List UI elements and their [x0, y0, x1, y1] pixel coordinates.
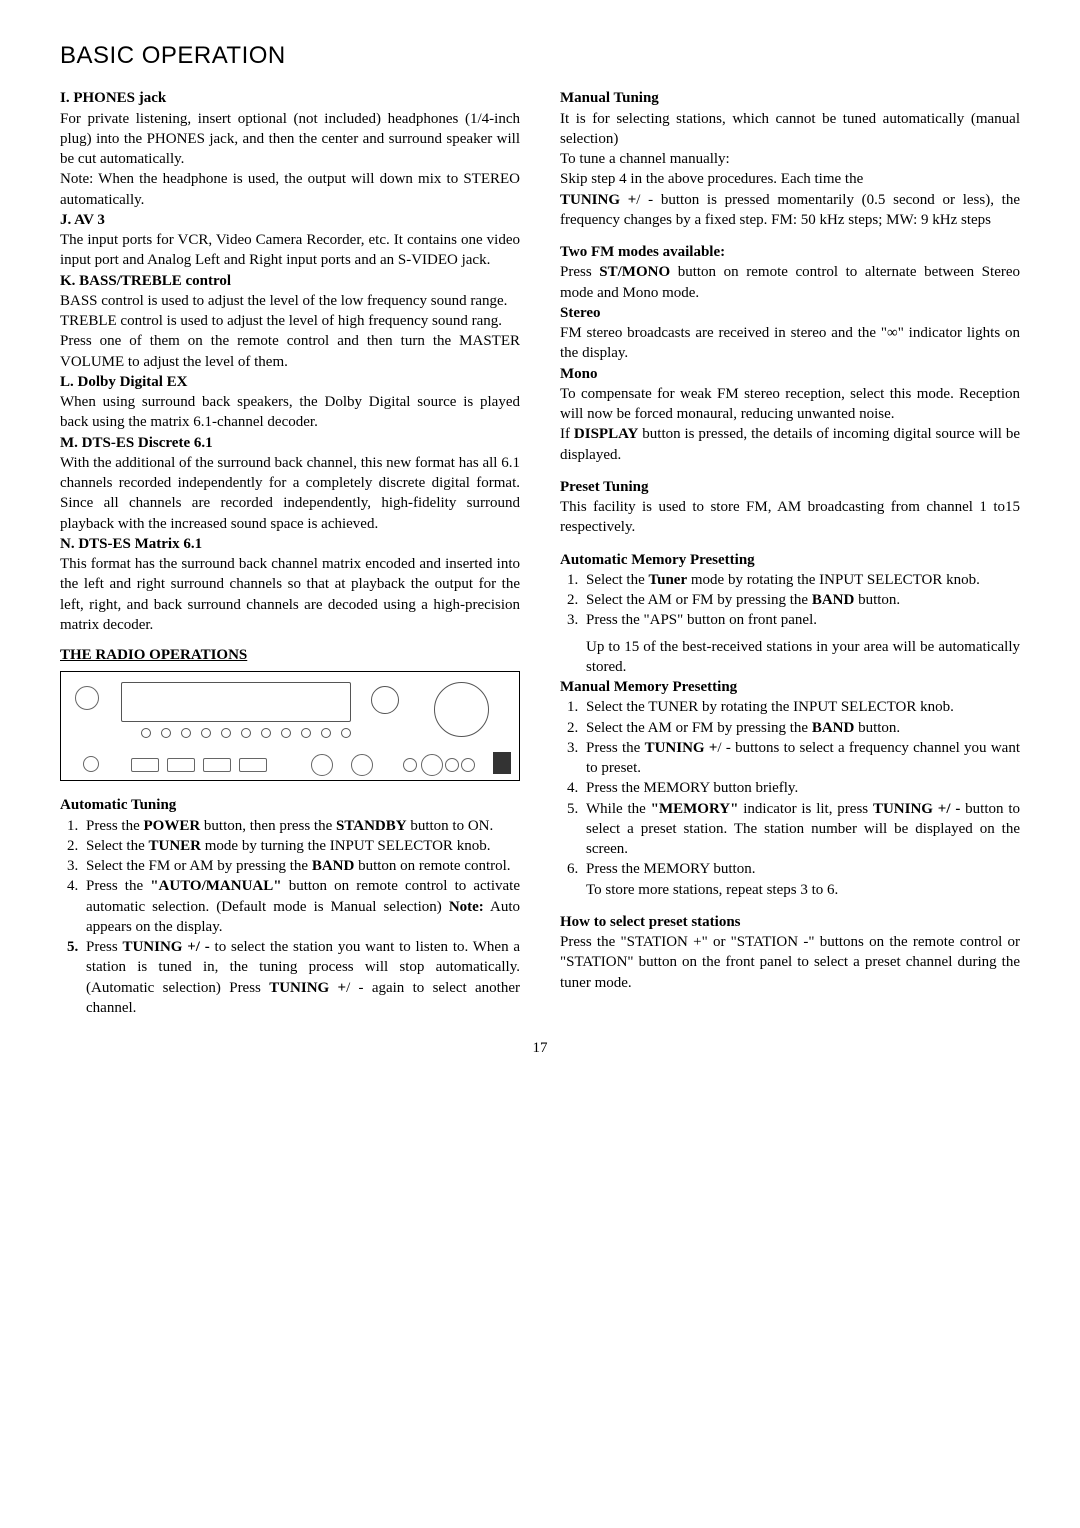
- section-k-heading: K. BASS/TREBLE control: [60, 271, 520, 291]
- right-column: Manual Tuning It is for selecting statio…: [560, 88, 1020, 1018]
- section-i-p1: For private listening, insert optional (…: [60, 109, 520, 170]
- fm-modes-heading: Two FM modes available:: [560, 242, 1020, 262]
- select-preset-heading: How to select preset stations: [560, 912, 1020, 932]
- list-item: Select the Tuner mode by rotating the IN…: [582, 570, 1020, 590]
- manual-tuning-heading: Manual Tuning: [560, 88, 1020, 108]
- automatic-tuning-heading: Automatic Tuning: [60, 795, 520, 815]
- list-item: Select the TUNER by rotating the INPUT S…: [582, 697, 1020, 717]
- list-item: Press the "APS" button on front panel.: [582, 610, 1020, 630]
- section-m-p1: With the additional of the surround back…: [60, 453, 520, 534]
- section-k-p2: TREBLE control is used to adjust the lev…: [60, 311, 520, 331]
- auto-memory-heading: Automatic Memory Presetting: [560, 550, 1020, 570]
- page-title: BASIC OPERATION: [60, 40, 1020, 72]
- list-item: Select the FM or AM by pressing the BAND…: [82, 856, 520, 876]
- auto-memory-after: Up to 15 of the best-received stations i…: [586, 637, 1020, 678]
- mono-heading: Mono: [560, 364, 1020, 384]
- manual-memory-list: Select the TUNER by rotating the INPUT S…: [560, 697, 1020, 900]
- section-n-p1: This format has the surround back channe…: [60, 554, 520, 635]
- fm-modes-p1: Press ST/MONO button on remote control t…: [560, 262, 1020, 303]
- section-l-heading: L. Dolby Digital EX: [60, 372, 520, 392]
- mono-p1: To compensate for weak FM stereo recepti…: [560, 384, 1020, 425]
- manual-tuning-p3: Skip step 4 in the above procedures. Eac…: [560, 169, 1020, 189]
- section-m-heading: M. DTS-ES Discrete 6.1: [60, 433, 520, 453]
- preset-tuning-heading: Preset Tuning: [560, 477, 1020, 497]
- left-column: I. PHONES jack For private listening, in…: [60, 88, 520, 1018]
- list-item: Press TUNING +/ - to select the station …: [82, 937, 520, 1018]
- stereo-heading: Stereo: [560, 303, 1020, 323]
- device-diagram: [60, 671, 520, 781]
- list-item: Press the MEMORY button briefly.: [582, 778, 1020, 798]
- list-item: Press the TUNING +/ - buttons to select …: [582, 738, 1020, 779]
- manual-tuning-p4: TUNING +/ - button is pressed momentaril…: [560, 190, 1020, 231]
- section-i-heading: I. PHONES jack: [60, 88, 520, 108]
- manual-memory-heading: Manual Memory Presetting: [560, 677, 1020, 697]
- section-n-heading: N. DTS-ES Matrix 6.1: [60, 534, 520, 554]
- select-preset-p1: Press the "STATION +" or "STATION -" but…: [560, 932, 1020, 993]
- list-item: Press the POWER button, then press the S…: [82, 816, 520, 836]
- list-item: Select the TUNER mode by turning the INP…: [82, 836, 520, 856]
- automatic-tuning-list: Press the POWER button, then press the S…: [60, 816, 520, 1019]
- list-item: Select the AM or FM by pressing the BAND…: [582, 718, 1020, 738]
- mono-p2: If DISPLAY button is pressed, the detail…: [560, 424, 1020, 465]
- section-k-p1: BASS control is used to adjust the level…: [60, 291, 520, 311]
- list-item: Press the "AUTO/MANUAL" button on remote…: [82, 876, 520, 937]
- content-columns: I. PHONES jack For private listening, in…: [60, 88, 1020, 1018]
- list-item: Select the AM or FM by pressing the BAND…: [582, 590, 1020, 610]
- section-k-p3: Press one of them on the remote control …: [60, 331, 520, 372]
- manual-tuning-p2: To tune a channel manually:: [560, 149, 1020, 169]
- manual-tuning-p1: It is for selecting stations, which cann…: [560, 109, 1020, 150]
- preset-tuning-p1: This facility is used to store FM, AM br…: [560, 497, 1020, 538]
- section-i-p2: Note: When the headphone is used, the ou…: [60, 169, 520, 210]
- section-j-p1: The input ports for VCR, Video Camera Re…: [60, 230, 520, 271]
- section-j-heading: J. AV 3: [60, 210, 520, 230]
- section-l-p1: When using surround back speakers, the D…: [60, 392, 520, 433]
- list-item: While the "MEMORY" indicator is lit, pre…: [582, 799, 1020, 860]
- stereo-p1: FM stereo broadcasts are received in ste…: [560, 323, 1020, 364]
- list-item: Press the MEMORY button.To store more st…: [582, 859, 1020, 900]
- auto-memory-list: Select the Tuner mode by rotating the IN…: [560, 570, 1020, 631]
- radio-operations-heading: THE RADIO OPERATIONS: [60, 645, 520, 665]
- page-number: 17: [60, 1038, 1020, 1058]
